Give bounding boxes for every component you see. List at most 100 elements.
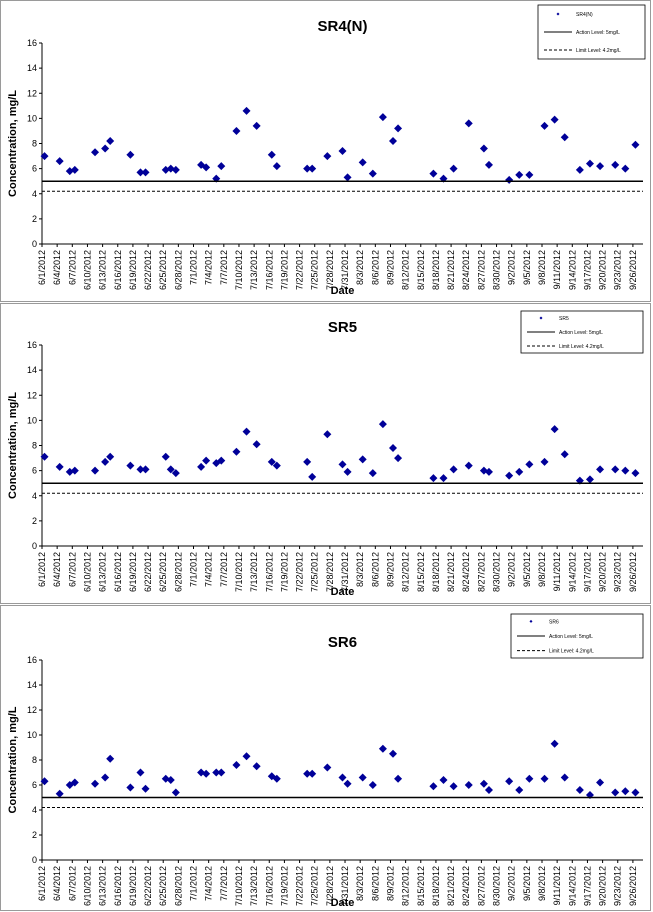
x-tick-label: 7/16/2012 [264,866,274,906]
legend-entry: Action Level: 5mg/L [576,30,620,36]
data-point [252,762,261,771]
y-tick-label: 16 [27,340,37,350]
x-tick-label: 6/25/2012 [158,552,168,592]
data-point [232,126,241,135]
x-tick-label: 8/21/2012 [446,250,456,290]
y-tick-label: 12 [27,88,37,98]
x-tick-label: 8/30/2012 [492,250,502,290]
x-tick-label: 6/13/2012 [98,552,108,592]
x-tick-label: 7/1/2012 [189,250,199,285]
x-tick-label: 9/23/2012 [613,250,623,290]
x-tick-label: 8/6/2012 [370,250,380,285]
data-point [611,788,620,797]
x-tick-label: 7/31/2012 [340,250,350,290]
data-point [611,465,620,474]
data-point [303,457,312,466]
y-tick-label: 6 [32,466,37,476]
data-point [515,786,524,794]
y-tick-label: 8 [32,441,37,451]
data-point [267,457,276,466]
legend-entry: Limit Level: 4.2mg/L [549,649,594,655]
x-tick-label: 7/22/2012 [295,866,305,906]
x-tick-label: 6/22/2012 [143,866,153,906]
data-point [242,752,251,761]
data-point [611,160,620,169]
data-point [166,465,175,474]
x-tick-label: 9/5/2012 [522,552,532,587]
data-point [575,165,584,174]
data-point [308,164,317,173]
data-point [368,781,377,789]
data-point [449,465,458,474]
data-point [449,782,458,791]
data-point [323,152,332,161]
x-tick-label: 8/27/2012 [476,866,486,906]
data-point [479,144,488,153]
x-tick-label: 8/12/2012 [401,552,411,592]
y-tick-label: 14 [27,680,37,690]
data-point [161,452,170,461]
data-point [464,119,473,128]
data-point [596,778,605,787]
x-tick-label: 8/24/2012 [461,552,471,592]
x-tick-label: 7/7/2012 [219,552,229,587]
data-point [272,774,281,783]
data-point [343,173,352,182]
data-point [621,164,630,173]
x-tick-label: 7/25/2012 [310,552,320,592]
data-point [550,115,559,124]
x-tick-label: 6/10/2012 [82,866,92,906]
data-point [505,175,514,184]
x-tick-label: 9/2/2012 [507,866,517,901]
x-axis-label: Date [331,285,355,297]
data-point [358,158,367,167]
x-tick-label: 6/22/2012 [143,552,153,592]
x-tick-label: 6/28/2012 [173,552,183,592]
x-tick-label: 8/3/2012 [355,250,365,285]
data-point [126,783,135,792]
x-tick-label: 9/11/2012 [552,866,562,905]
x-tick-label: 8/15/2012 [416,552,426,592]
legend: SR6 Action Level: 5mg/L Limit Level: 4.2mg… [510,613,644,659]
x-tick-label: 8/24/2012 [461,866,471,906]
data-point [252,440,261,449]
data-point [101,144,110,153]
data-point [212,768,221,777]
x-tick-label: 9/23/2012 [613,552,623,592]
x-tick-label: 8/18/2012 [431,866,441,906]
x-tick-label: 6/13/2012 [98,250,108,290]
data-point [631,140,640,149]
x-tick-label: 8/3/2012 [355,866,365,901]
data-point [91,466,100,475]
data-point [323,430,332,439]
data-point [394,454,403,463]
data-point [70,778,79,787]
x-tick-label: 8/24/2012 [461,250,471,290]
x-tick-label: 8/27/2012 [476,250,486,290]
x-tick-label: 6/7/2012 [67,866,77,901]
data-point [343,779,352,788]
data-point [303,769,312,778]
data-point [136,168,145,177]
legend-entry: SR5 [559,316,569,322]
x-tick-label: 6/7/2012 [67,552,77,587]
data-point [515,170,524,179]
data-point [368,469,377,478]
x-tick-label: 9/2/2012 [507,250,517,285]
data-point [358,455,367,464]
data-point [141,168,150,177]
x-tick-label: 8/30/2012 [492,866,502,906]
data-point [505,471,514,480]
data-point [505,777,514,786]
x-tick-label: 7/13/2012 [249,552,259,592]
x-tick-label: 6/28/2012 [173,866,183,906]
data-point [202,456,211,465]
x-tick-label: 7/19/2012 [279,552,289,592]
data-point [449,164,458,173]
data-point [55,789,64,798]
data-point [525,170,534,179]
x-tick-label: 9/11/2012 [552,552,562,591]
y-tick-label: 8 [32,755,37,765]
x-tick-label: 7/22/2012 [295,250,305,290]
data-point [217,456,226,465]
